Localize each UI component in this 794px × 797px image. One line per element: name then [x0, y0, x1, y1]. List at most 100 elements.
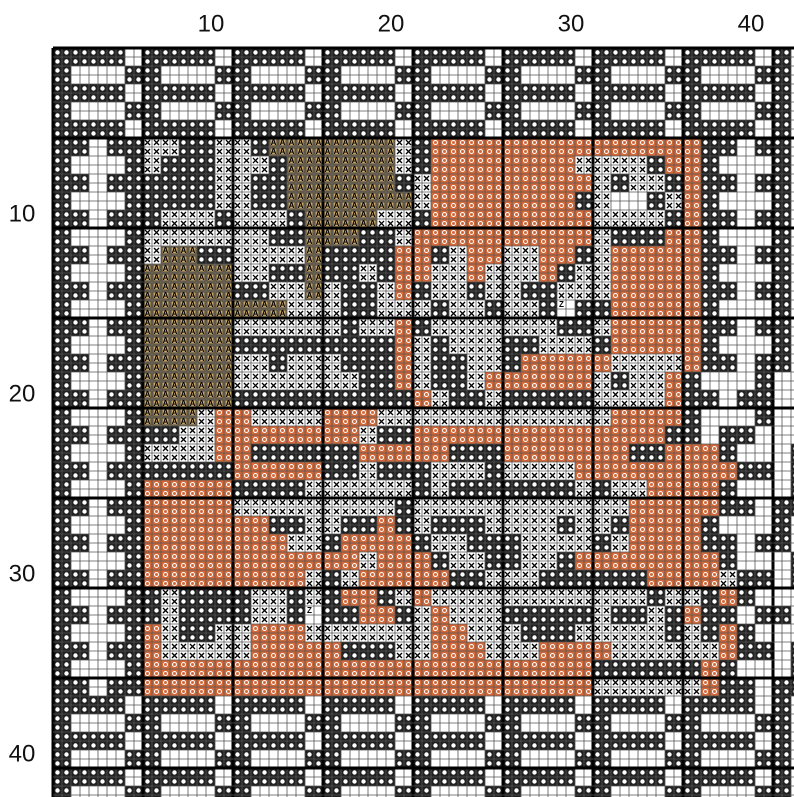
dot [397, 113, 402, 118]
symbol-box [278, 147, 287, 156]
symbol: A [379, 147, 385, 156]
ring [433, 167, 438, 172]
ring [577, 140, 582, 145]
dot [271, 338, 276, 343]
dot [127, 185, 132, 190]
dot [388, 230, 393, 235]
dot [73, 284, 78, 289]
dot [55, 401, 60, 406]
dot [235, 95, 240, 100]
dot [415, 68, 420, 73]
dot [523, 338, 528, 343]
dot [145, 185, 150, 190]
dot [658, 230, 663, 235]
dot [595, 68, 600, 73]
symbol: A [154, 372, 160, 381]
dot [712, 302, 717, 307]
dot [496, 77, 501, 82]
dot [136, 284, 141, 289]
dot [757, 77, 762, 82]
dot [208, 149, 213, 154]
dot [442, 365, 447, 370]
symbol: A [190, 381, 196, 390]
symbol: A [208, 273, 214, 282]
dot [712, 284, 717, 289]
cross [603, 157, 610, 164]
cross [639, 184, 646, 191]
dot [334, 68, 339, 73]
cross [405, 157, 412, 164]
dot [766, 383, 771, 388]
ring [469, 167, 474, 172]
dot [181, 59, 186, 64]
symbol: A [208, 282, 214, 291]
dot [685, 86, 690, 91]
dot [289, 122, 294, 127]
dot [469, 50, 474, 55]
ring [694, 167, 699, 172]
dot [784, 203, 789, 208]
dot [118, 140, 123, 145]
cross [225, 148, 232, 155]
dot [667, 77, 672, 82]
symbol: A [307, 183, 313, 192]
dot [415, 77, 420, 82]
dot [163, 176, 168, 181]
ring [451, 167, 456, 172]
ring [496, 167, 501, 172]
dot [703, 275, 708, 280]
symbol: A [334, 156, 340, 165]
dot [352, 266, 357, 271]
dot [442, 383, 447, 388]
dot [676, 68, 681, 73]
cross [243, 139, 250, 146]
dot [703, 311, 708, 316]
dot [55, 293, 60, 298]
symbol-box [368, 147, 377, 156]
dot [271, 230, 276, 235]
dot [235, 347, 240, 352]
dot [136, 140, 141, 145]
dot [559, 122, 564, 127]
ring [568, 185, 573, 190]
symbol-box [350, 174, 359, 183]
symbol: A [388, 165, 394, 174]
stitch-cell [233, 138, 251, 156]
cross [162, 139, 169, 146]
cross [576, 157, 583, 164]
dot [388, 356, 393, 361]
ring [613, 140, 618, 145]
dot [253, 185, 258, 190]
dot [478, 122, 483, 127]
dot [190, 95, 195, 100]
dot [172, 176, 177, 181]
dot [586, 203, 591, 208]
ring [460, 185, 465, 190]
dot [370, 230, 375, 235]
symbol: A [154, 282, 160, 291]
dot [145, 176, 150, 181]
dot [118, 248, 123, 253]
ring [613, 149, 618, 154]
dot [280, 194, 285, 199]
dot [622, 239, 627, 244]
dot [253, 176, 258, 181]
dot [262, 131, 267, 136]
dot [784, 347, 789, 352]
dot [739, 86, 744, 91]
dot [325, 50, 330, 55]
dot [244, 50, 249, 55]
dot [730, 140, 735, 145]
dot [505, 59, 510, 64]
dot [109, 59, 114, 64]
symbol: A [343, 147, 349, 156]
symbol: A [334, 183, 340, 192]
ring [514, 167, 519, 172]
dot [766, 113, 771, 118]
symbol: A [298, 183, 304, 192]
symbol: A [199, 336, 205, 345]
dot [784, 113, 789, 118]
dot [91, 86, 96, 91]
dot [433, 248, 438, 253]
dot [55, 59, 60, 64]
